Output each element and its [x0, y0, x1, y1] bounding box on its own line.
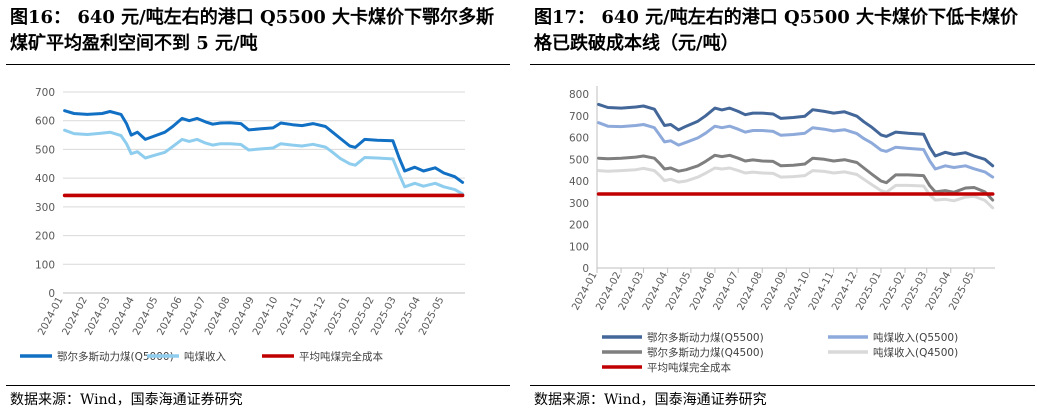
- y-tick-label: 800: [569, 89, 589, 101]
- legend-label-0: 鄂尔多斯动力煤(Q5000): [57, 350, 174, 363]
- series-line-0: [63, 109, 465, 184]
- y-tick-label: 100: [569, 241, 589, 253]
- y-tick-label: 300: [569, 198, 589, 210]
- y-tick-label: 0: [582, 263, 589, 275]
- series-line-0: [597, 102, 995, 168]
- figure-17-source-rule: [530, 385, 1035, 386]
- y-tick-label: 700: [35, 87, 55, 99]
- series-line-2: [597, 153, 995, 202]
- figure-16-title: 图16： 640 元/吨左右的港口 Q5500 大卡煤价下鄂尔多斯煤矿平均盈利空…: [10, 7, 495, 54]
- figure-16-chart: 01002003004005006007002024-012024-022024…: [20, 87, 465, 363]
- legend-label-0: 鄂尔多斯动力煤(Q5500): [647, 331, 764, 344]
- y-tick-label: 200: [569, 220, 589, 232]
- figure-16-source: 数据来源：Wind，国泰海通证券研究: [10, 392, 243, 408]
- y-tick-label: 200: [35, 231, 55, 243]
- figure-16-panel: 图16： 640 元/吨左右的港口 Q5500 大卡煤价下鄂尔多斯煤矿平均盈利空…: [0, 0, 512, 415]
- legend-label-2: 平均吨煤完全成本: [299, 350, 383, 363]
- y-tick-label: 300: [35, 202, 55, 214]
- legend-label-2: 鄂尔多斯动力煤(Q4500): [647, 346, 764, 359]
- figure-17-source: 数据来源：Wind，国泰海通证券研究: [534, 392, 767, 408]
- figure-17-panel: 图17： 640 元/吨左右的港口 Q5500 大卡煤价下低卡煤价格已跌破成本线…: [524, 0, 1037, 415]
- y-tick-label: 600: [35, 116, 55, 128]
- figure-16-source-rule: [6, 385, 510, 386]
- series-line-1: [597, 121, 995, 179]
- y-tick-label: 0: [48, 288, 55, 300]
- figure-17-title: 图17： 640 元/吨左右的港口 Q5500 大卡煤价下低卡煤价格已跌破成本线…: [534, 7, 1019, 54]
- legend-label-4: 平均吨煤完全成本: [647, 361, 731, 374]
- figure-16-title-rule: [6, 64, 510, 65]
- figure-17-chart: 01002003004005006007008002024-012024-022…: [569, 86, 995, 374]
- y-tick-label: 500: [569, 154, 589, 166]
- y-tick-label: 700: [569, 111, 589, 123]
- series-line-1: [63, 128, 465, 196]
- legend-label-3: 吨煤收入(Q4500): [873, 346, 958, 359]
- y-tick-label: 600: [569, 133, 589, 145]
- y-tick-label: 400: [569, 176, 589, 188]
- legend-label-1: 吨煤收入: [184, 350, 226, 363]
- y-tick-label: 100: [35, 259, 55, 271]
- y-tick-label: 400: [35, 173, 55, 185]
- legend-label-1: 吨煤收入(Q5500): [873, 331, 958, 344]
- figure-17-title-rule: [530, 64, 1035, 65]
- y-tick-label: 500: [35, 144, 55, 156]
